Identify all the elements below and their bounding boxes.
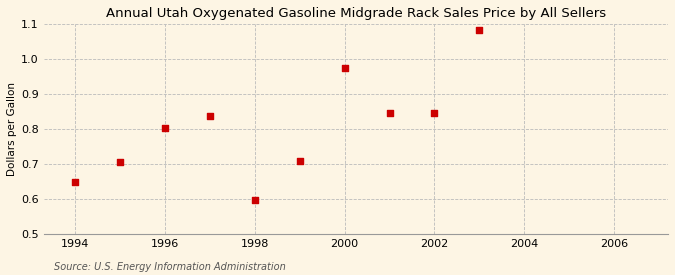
Title: Annual Utah Oxygenated Gasoline Midgrade Rack Sales Price by All Sellers: Annual Utah Oxygenated Gasoline Midgrade… (106, 7, 606, 20)
Point (384, 111, 395, 116)
Point (429, 111, 440, 116)
Point (340, 66, 350, 70)
Y-axis label: Dollars per Gallon: Dollars per Gallon (7, 82, 17, 176)
Point (250, 198, 261, 202)
Point (159, 126, 170, 130)
Text: Source: U.S. Energy Information Administration: Source: U.S. Energy Information Administ… (54, 262, 286, 272)
Point (115, 160, 126, 164)
Point (474, 28, 485, 32)
Point (205, 113, 215, 118)
Point (294, 159, 305, 163)
Point (70, 180, 80, 184)
